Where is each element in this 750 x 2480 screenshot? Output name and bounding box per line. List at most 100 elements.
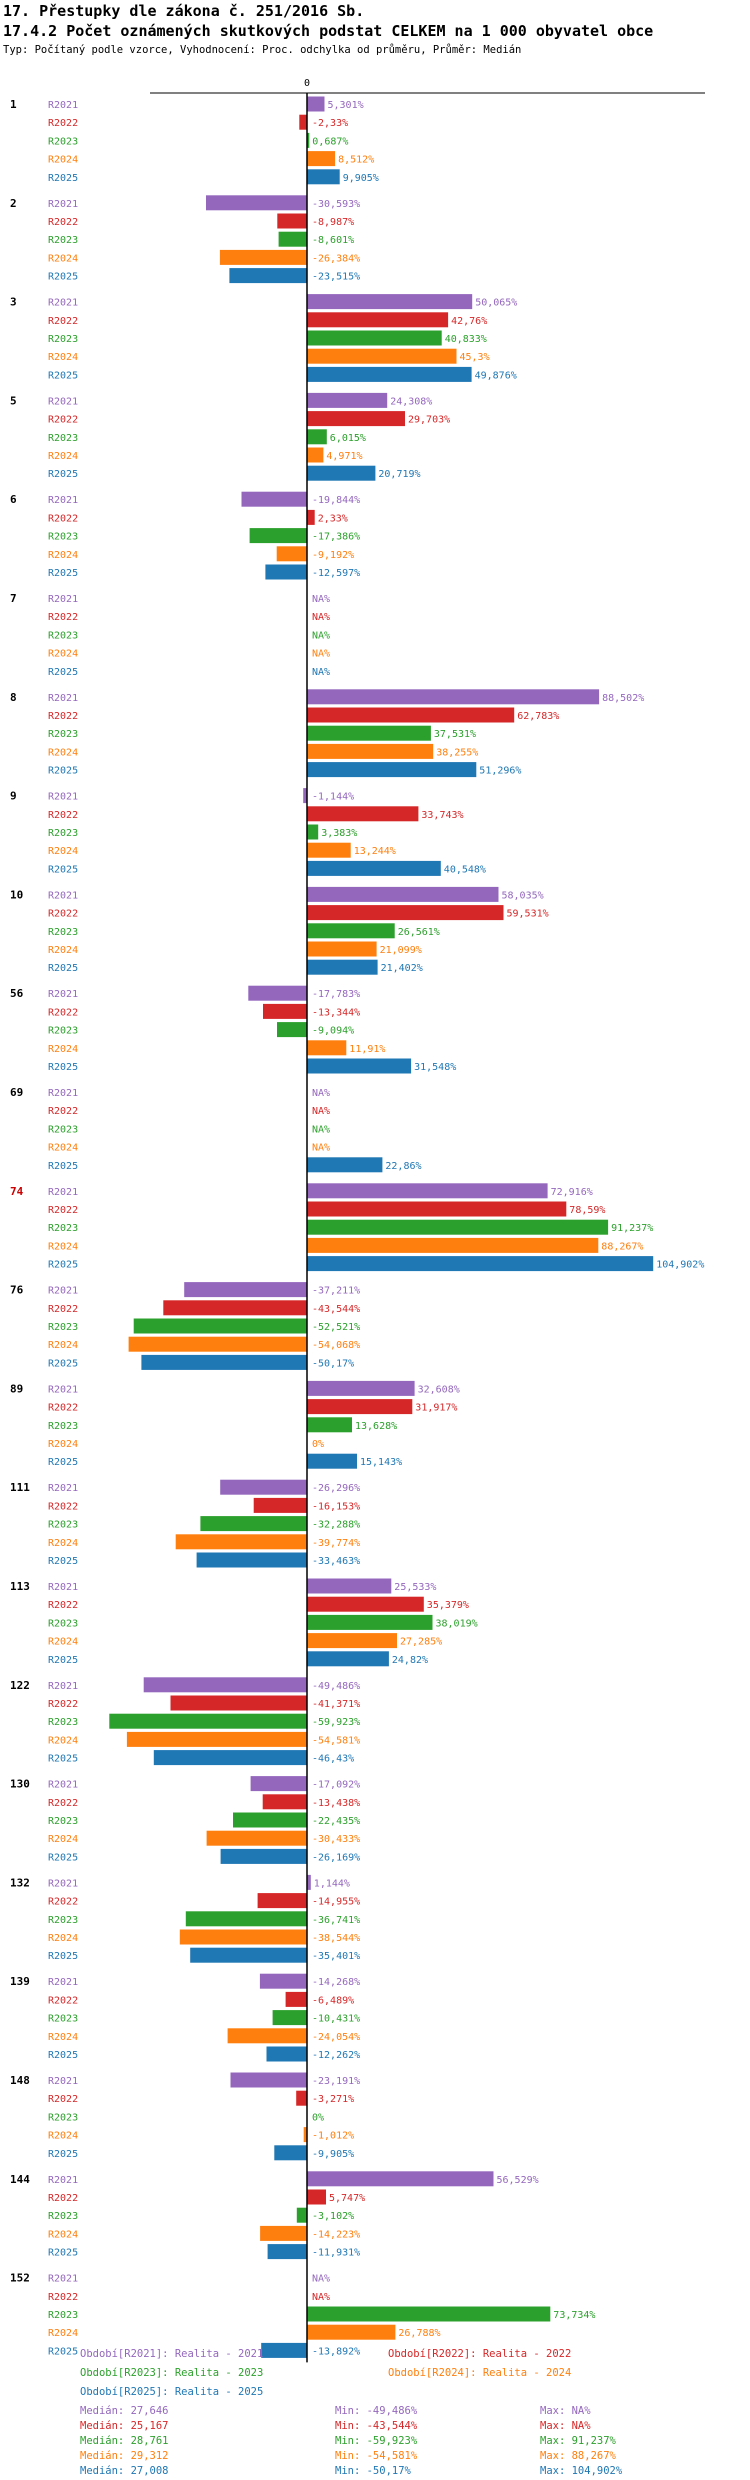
stat-min: Min: -59,923%: [335, 2435, 418, 2447]
period-label: R2024: [48, 2328, 78, 2339]
bar: [307, 392, 388, 408]
group-label: 1: [10, 98, 17, 111]
period-label: R2023: [48, 1520, 78, 1531]
data-label: NA%: [312, 649, 330, 660]
period-label: R2024: [48, 1241, 78, 1252]
period-label: R2024: [48, 747, 78, 758]
bar: [274, 2145, 307, 2161]
period-label: R2021: [48, 1286, 78, 1297]
period-label: R2025: [48, 667, 78, 678]
period-label: R2025: [48, 1260, 78, 1271]
data-label: 33,743%: [421, 810, 463, 821]
data-label: -14,223%: [312, 2229, 360, 2240]
data-label: NA%: [312, 1106, 330, 1117]
data-label: 58,035%: [502, 890, 544, 901]
data-label: 20,719%: [378, 469, 420, 480]
data-label: 1,144%: [314, 1878, 350, 1889]
period-label: R2022: [48, 118, 78, 129]
chart-type-line: Typ: Počítaný podle vzorce, Vyhodnocení:…: [3, 44, 522, 56]
data-label: 8,512%: [338, 155, 374, 166]
group-label: 69: [10, 1086, 23, 1099]
period-label: R2022: [48, 1205, 78, 1216]
period-label: R2022: [48, 810, 78, 821]
bar: [307, 1040, 347, 1056]
bar: [307, 411, 405, 427]
bar: [257, 1893, 307, 1909]
data-label: -46,43%: [312, 1754, 354, 1765]
period-label: R2021: [48, 1780, 78, 1791]
period-label: R2022: [48, 1600, 78, 1611]
data-label: NA%: [312, 1088, 330, 1099]
period-label: R2022: [48, 1501, 78, 1512]
data-label: -11,931%: [312, 2248, 360, 2259]
bar: [249, 528, 307, 544]
period-label: R2024: [48, 1340, 78, 1351]
period-label: R2021: [48, 2274, 78, 2285]
legend-item: Období[R2023]: Realita - 2023: [80, 2367, 264, 2379]
data-label: 11,91%: [349, 1044, 385, 1055]
bar: [307, 1201, 567, 1217]
data-label: 49,876%: [475, 370, 517, 381]
data-label: 5,747%: [329, 2193, 365, 2204]
bar: [185, 1911, 307, 1927]
period-label: R2021: [48, 1483, 78, 1494]
chart-subtitle: 17.4.2 Počet oznámených skutkových podst…: [3, 22, 654, 40]
period-label: R2022: [48, 316, 78, 327]
data-label: 42,76%: [451, 316, 487, 327]
bar: [307, 707, 515, 723]
bar: [307, 725, 431, 741]
period-label: R2023: [48, 334, 78, 345]
bar: [227, 2028, 307, 2044]
period-label: R2021: [48, 594, 78, 605]
data-label: 26,561%: [398, 927, 440, 938]
period-label: R2025: [48, 1161, 78, 1172]
group-label: 3: [10, 296, 17, 309]
bar: [307, 294, 473, 310]
data-label: 38,255%: [436, 747, 478, 758]
stat-median: Medián: 29,312: [80, 2450, 169, 2462]
bar: [263, 1003, 307, 1019]
bar: [307, 1237, 599, 1253]
bar: [153, 1750, 307, 1766]
data-label: 72,916%: [551, 1187, 593, 1198]
group-label: 122: [10, 1679, 30, 1692]
data-label: -16,153%: [312, 1501, 360, 1512]
period-label: R2022: [48, 2193, 78, 2204]
group-label: 111: [10, 1481, 30, 1494]
group-label: 56: [10, 987, 24, 1000]
data-label: NA%: [312, 667, 330, 678]
period-label: R2024: [48, 2131, 78, 2142]
bar: [307, 762, 477, 778]
data-label: 45,3%: [460, 352, 490, 363]
data-label: NA%: [312, 1124, 330, 1135]
stat-median: Medián: 27,008: [80, 2465, 169, 2477]
stat-median: Medián: 25,167: [80, 2420, 169, 2432]
bar: [220, 1848, 307, 1864]
bar: [307, 1256, 654, 1272]
period-label: R2023: [48, 1421, 78, 1432]
period-label: R2023: [48, 1915, 78, 1926]
bar: [277, 213, 307, 229]
bar: [265, 564, 307, 580]
period-label: R2023: [48, 2211, 78, 2222]
data-label: 24,82%: [392, 1655, 428, 1666]
bar: [307, 169, 340, 185]
data-label: NA%: [312, 630, 330, 641]
period-label: R2024: [48, 1538, 78, 1549]
period-label: R2025: [48, 1951, 78, 1962]
bar: [219, 249, 307, 265]
bar: [307, 806, 419, 822]
data-label: 27,285%: [400, 1637, 442, 1648]
bar: [126, 1731, 308, 1747]
bar: [262, 1794, 307, 1810]
bar: [128, 1336, 307, 1352]
data-label: -1,012%: [312, 2131, 354, 2142]
data-label: -8,601%: [312, 235, 354, 246]
data-label: 24,308%: [390, 396, 432, 407]
period-label: R2025: [48, 1358, 78, 1369]
bar: [307, 1596, 424, 1612]
bar: [307, 2189, 326, 2205]
data-label: 50,065%: [475, 298, 517, 309]
data-label: -26,296%: [312, 1483, 360, 1494]
data-label: 31,548%: [414, 1062, 456, 1073]
